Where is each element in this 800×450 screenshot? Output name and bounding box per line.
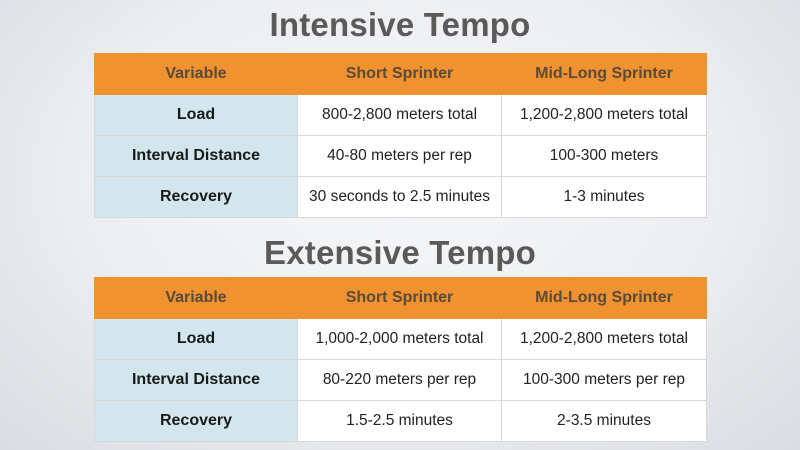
header-short-sprinter: Short Sprinter	[297, 53, 502, 95]
extensive-tempo-title: Extensive Tempo	[264, 234, 536, 271]
row-label-interval-distance: Interval Distance	[94, 359, 298, 401]
cell-midlong-interval-distance: 100-300 meters per rep	[501, 359, 707, 401]
cell-midlong-recovery: 2-3.5 minutes	[501, 400, 707, 442]
cell-midlong-load: 1,200-2,800 meters total	[501, 318, 707, 360]
row-label-interval-distance: Interval Distance	[94, 135, 298, 177]
cell-midlong-recovery: 1-3 minutes	[501, 176, 707, 218]
table-row: Load 1,000-2,000 meters total 1,200-2,80…	[94, 318, 707, 360]
header-variable: Variable	[94, 277, 298, 319]
table-header-row: Variable Short Sprinter Mid-Long Sprinte…	[94, 53, 707, 95]
intensive-tempo-title: Intensive Tempo	[269, 6, 531, 43]
cell-short-interval-distance: 80-220 meters per rep	[297, 359, 502, 401]
table-row: Interval Distance 80-220 meters per rep …	[94, 359, 707, 401]
table-header-row: Variable Short Sprinter Mid-Long Sprinte…	[94, 277, 707, 319]
table-row: Interval Distance 40-80 meters per rep 1…	[94, 135, 707, 177]
header-short-sprinter: Short Sprinter	[297, 277, 502, 319]
row-label-recovery: Recovery	[94, 176, 298, 218]
intensive-tempo-table: Variable Short Sprinter Mid-Long Sprinte…	[94, 53, 707, 218]
cell-short-recovery: 30 seconds to 2.5 minutes	[297, 176, 502, 218]
cell-short-recovery: 1.5-2.5 minutes	[297, 400, 502, 442]
cell-short-interval-distance: 40-80 meters per rep	[297, 135, 502, 177]
row-label-recovery: Recovery	[94, 400, 298, 442]
row-label-load: Load	[94, 94, 298, 136]
header-variable: Variable	[94, 53, 298, 95]
header-mid-long-sprinter: Mid-Long Sprinter	[501, 277, 707, 319]
cell-midlong-interval-distance: 100-300 meters	[501, 135, 707, 177]
cell-midlong-load: 1,200-2,800 meters total	[501, 94, 707, 136]
cell-short-load: 800-2,800 meters total	[297, 94, 502, 136]
table-row: Recovery 30 seconds to 2.5 minutes 1-3 m…	[94, 176, 707, 218]
row-label-load: Load	[94, 318, 298, 360]
extensive-tempo-table: Variable Short Sprinter Mid-Long Sprinte…	[94, 277, 707, 442]
table-row: Recovery 1.5-2.5 minutes 2-3.5 minutes	[94, 400, 707, 442]
table-row: Load 800-2,800 meters total 1,200-2,800 …	[94, 94, 707, 136]
cell-short-load: 1,000-2,000 meters total	[297, 318, 502, 360]
header-mid-long-sprinter: Mid-Long Sprinter	[501, 53, 707, 95]
